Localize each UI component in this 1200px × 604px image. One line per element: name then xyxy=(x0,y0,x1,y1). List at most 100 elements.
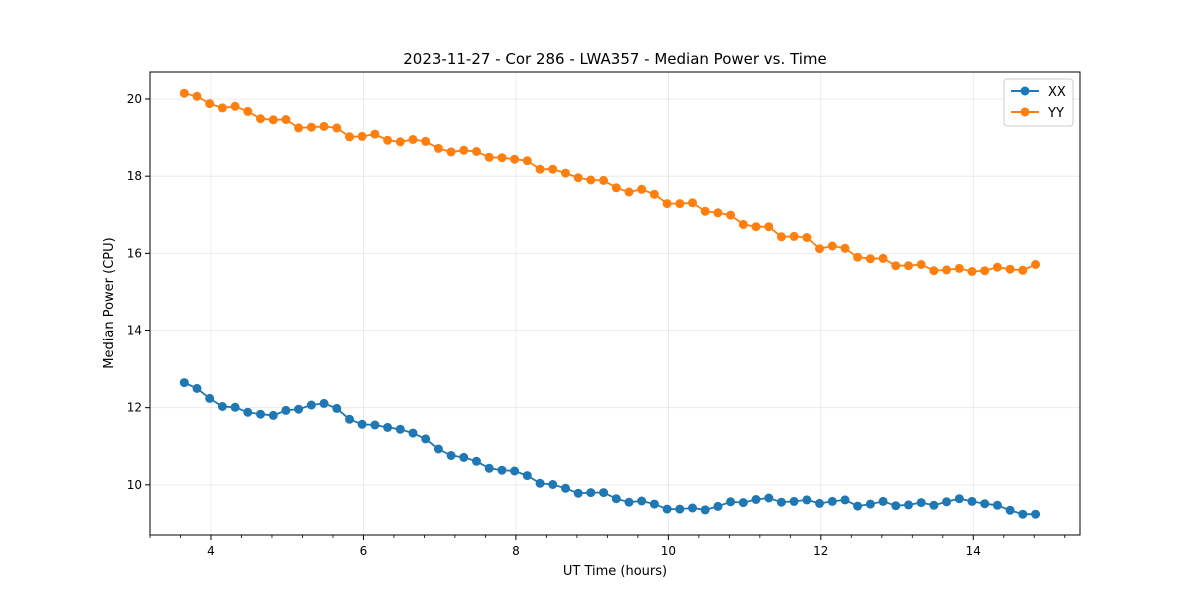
data-point-yy xyxy=(510,154,520,164)
data-point-xx xyxy=(649,499,659,509)
y-tick-label: 20 xyxy=(127,92,142,106)
data-point-yy xyxy=(357,131,367,141)
data-point-yy xyxy=(561,168,570,178)
data-point-xx xyxy=(179,378,189,388)
data-point-yy xyxy=(192,91,202,101)
ticks: 4 6 8 10 12 14 10 12 14 16 18 20 xyxy=(127,92,1066,558)
data-point-xx xyxy=(383,422,393,432)
data-point-xx xyxy=(954,494,964,504)
data-point-xx xyxy=(662,504,672,514)
legend-marker-yy xyxy=(1020,107,1030,117)
data-point-yy xyxy=(230,101,240,111)
data-point-xx xyxy=(904,500,913,510)
data-point-yy xyxy=(878,253,888,263)
data-point-xx xyxy=(421,434,431,444)
y-tick-label: 14 xyxy=(127,324,142,338)
data-point-xx xyxy=(319,398,329,408)
data-point-xx xyxy=(306,400,316,410)
data-point-xx xyxy=(472,456,481,466)
data-point-yy xyxy=(611,183,621,193)
legend-label-xx: XX xyxy=(1048,85,1066,100)
legend-label-yy: YY xyxy=(1047,106,1064,121)
data-point-yy xyxy=(992,262,1002,272)
data-point-xx xyxy=(345,414,354,424)
data-point-yy xyxy=(853,252,863,262)
data-point-xx xyxy=(726,497,736,507)
data-point-xx xyxy=(942,497,952,507)
data-point-xx xyxy=(967,496,977,506)
data-point-yy xyxy=(942,265,952,275)
data-point-yy xyxy=(916,260,926,269)
data-point-yy xyxy=(865,254,875,264)
data-point-xx xyxy=(764,493,774,503)
data-point-xx xyxy=(281,405,291,415)
data-point-xx xyxy=(548,480,558,489)
data-point-xx xyxy=(192,383,202,393)
data-point-yy xyxy=(688,198,697,208)
chart-title: 2023-11-27 - Cor 286 - LWA357 - Median P… xyxy=(403,50,827,68)
data-point-yy xyxy=(586,175,596,185)
data-point-xx xyxy=(243,407,253,417)
data-point-yy xyxy=(751,222,761,232)
data-point-yy xyxy=(980,266,990,276)
x-tick-label: 4 xyxy=(207,544,215,558)
data-point-yy xyxy=(802,233,812,242)
data-point-xx xyxy=(586,488,596,498)
x-tick-label: 6 xyxy=(360,544,368,558)
data-point-yy xyxy=(675,199,685,209)
data-point-yy xyxy=(383,135,393,145)
data-point-xx xyxy=(599,488,609,498)
data-point-yy xyxy=(624,187,634,197)
data-point-xx xyxy=(751,495,761,504)
x-axis-label: UT Time (hours) xyxy=(563,564,667,579)
x-tick-label: 12 xyxy=(813,544,828,558)
data-point-xx xyxy=(637,496,647,506)
data-point-xx xyxy=(1018,509,1028,519)
y-tick-label: 10 xyxy=(127,478,142,492)
data-point-xx xyxy=(624,497,634,507)
data-point-yy xyxy=(319,121,329,131)
data-point-xx xyxy=(827,496,837,506)
data-point-xx xyxy=(433,444,443,454)
data-point-yy xyxy=(827,241,837,251)
data-point-xx xyxy=(573,488,583,498)
data-point-yy xyxy=(179,88,189,98)
data-point-xx xyxy=(891,501,901,511)
data-point-yy xyxy=(256,114,265,124)
data-point-xx xyxy=(357,419,367,429)
data-point-xx xyxy=(256,409,265,419)
data-point-yy xyxy=(776,232,786,242)
data-point-xx xyxy=(561,483,570,493)
data-point-xx xyxy=(675,504,685,514)
data-point-yy xyxy=(332,123,342,133)
x-tick-label: 8 xyxy=(512,544,520,558)
data-point-yy xyxy=(1031,260,1041,269)
data-point-yy xyxy=(433,143,443,153)
data-point-yy xyxy=(1005,264,1015,274)
data-point-xx xyxy=(1031,509,1041,519)
data-point-xx xyxy=(688,503,697,513)
data-point-xx xyxy=(611,494,621,504)
data-point-xx xyxy=(700,505,710,515)
data-point-yy xyxy=(281,115,291,124)
data-point-yy xyxy=(573,173,583,183)
data-point-xx xyxy=(332,403,342,413)
data-point-xx xyxy=(865,499,875,509)
data-point-yy xyxy=(243,106,253,116)
data-point-xx xyxy=(484,463,494,473)
series-layer xyxy=(179,88,1041,519)
data-point-xx xyxy=(929,500,939,510)
data-point-yy xyxy=(904,261,913,271)
data-point-yy xyxy=(535,164,545,174)
data-point-xx xyxy=(446,451,456,460)
data-point-yy xyxy=(421,136,431,146)
data-point-xx xyxy=(497,465,507,475)
data-point-yy xyxy=(713,208,723,218)
legend-marker-xx xyxy=(1020,86,1030,96)
data-point-xx xyxy=(992,500,1002,510)
y-tick-label: 16 xyxy=(127,246,142,260)
data-point-yy xyxy=(967,267,977,276)
data-point-xx xyxy=(205,393,215,403)
